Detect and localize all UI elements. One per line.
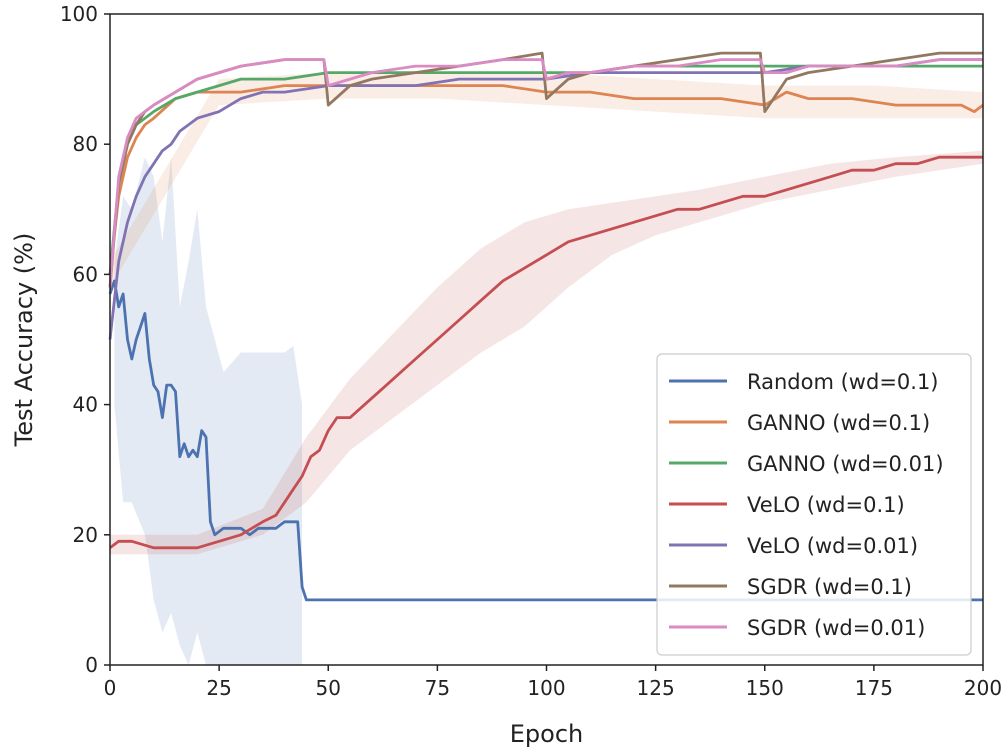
x-tick-label: 25 bbox=[206, 676, 231, 700]
y-tick-label: 40 bbox=[73, 393, 98, 417]
x-tick-label: 125 bbox=[637, 676, 675, 700]
legend-label: SGDR (wd=0.01) bbox=[747, 616, 925, 640]
x-tick-label: 200 bbox=[964, 676, 1002, 700]
legend-label: VeLO (wd=0.1) bbox=[747, 493, 905, 517]
series-line-3 bbox=[109, 155, 983, 550]
x-tick-label: 50 bbox=[316, 676, 341, 700]
x-axis-ticks: 0 25 50 75 100 125 150 175 200 bbox=[104, 665, 1002, 700]
confidence-bands bbox=[110, 72, 983, 665]
y-tick-label: 100 bbox=[60, 2, 98, 26]
y-axis-ticks: 0 20 40 60 80 100 bbox=[60, 2, 110, 677]
series-line-6 bbox=[108, 58, 983, 288]
y-axis-label: Test Accuracy (%) bbox=[10, 233, 38, 448]
series-line-1 bbox=[108, 84, 984, 275]
x-tick-label: 100 bbox=[527, 676, 565, 700]
legend-label: GANNO (wd=0.1) bbox=[747, 411, 930, 435]
series-lines bbox=[108, 51, 984, 602]
y-tick-label: 60 bbox=[73, 262, 98, 286]
y-tick-label: 80 bbox=[73, 132, 98, 156]
confidence-band bbox=[110, 72, 983, 288]
y-tick-label: 0 bbox=[85, 653, 98, 677]
x-tick-label: 150 bbox=[746, 676, 784, 700]
x-tick-label: 175 bbox=[855, 676, 893, 700]
x-axis-label: Epoch bbox=[510, 720, 584, 748]
confidence-band bbox=[110, 150, 983, 555]
x-tick-label: 0 bbox=[104, 676, 117, 700]
series-line-0 bbox=[108, 279, 983, 602]
legend-label: Random (wd=0.1) bbox=[747, 370, 939, 394]
x-tick-label: 75 bbox=[425, 676, 450, 700]
legend: Random (wd=0.1) GANNO (wd=0.1) GANNO (wd=0… bbox=[656, 353, 972, 656]
legend-label: GANNO (wd=0.01) bbox=[747, 452, 944, 476]
y-tick-label: 20 bbox=[73, 523, 98, 547]
legend-label: SGDR (wd=0.1) bbox=[747, 575, 912, 599]
confidence-band bbox=[114, 157, 303, 665]
legend-box bbox=[656, 353, 972, 656]
legend-label: VeLO (wd=0.01) bbox=[747, 534, 918, 558]
